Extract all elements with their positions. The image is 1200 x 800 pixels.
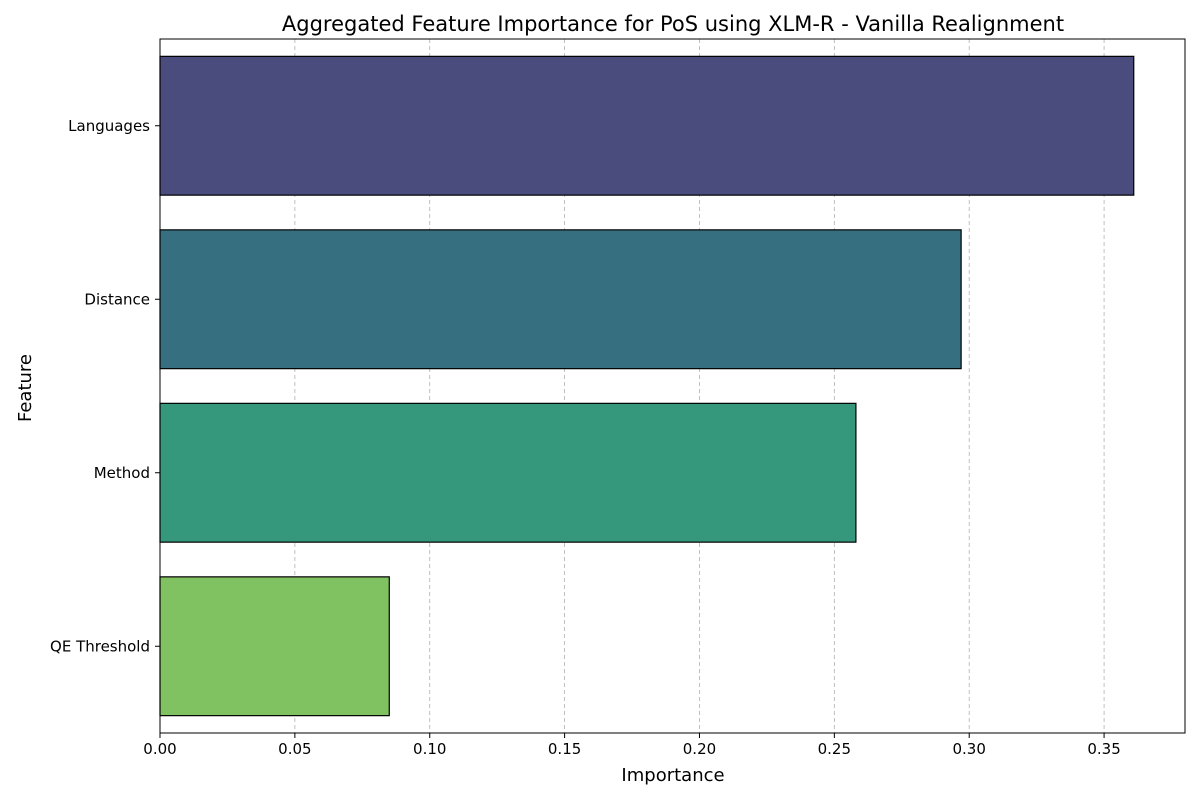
y-tick-label: QE Threshold bbox=[50, 637, 150, 655]
x-tick-label: 0.35 bbox=[1087, 740, 1120, 758]
chart-title: Aggregated Feature Importance for PoS us… bbox=[282, 12, 1064, 36]
y-axis-label: Feature bbox=[15, 354, 36, 422]
bar-qe-threshold bbox=[159, 576, 390, 717]
x-axis-ticks: 0.00 0.05 0.10 0.15 0.20 0.25 0.30 0.35 bbox=[143, 733, 1121, 758]
bar-distance bbox=[159, 229, 962, 370]
x-tick-label: 0.05 bbox=[278, 740, 311, 758]
y-tick-label: Languages bbox=[68, 117, 150, 135]
x-tick-label: 0.25 bbox=[818, 740, 851, 758]
x-tick-label: 0.20 bbox=[683, 740, 716, 758]
x-tick-label: 0.10 bbox=[413, 740, 446, 758]
x-tick-label: 0.00 bbox=[143, 740, 176, 758]
x-axis-label: Importance bbox=[621, 765, 724, 786]
bars-group bbox=[159, 55, 1135, 717]
x-tick-label: 0.15 bbox=[548, 740, 581, 758]
x-tick-label: 0.30 bbox=[953, 740, 986, 758]
bar-method bbox=[159, 402, 857, 543]
y-tick-label: Method bbox=[94, 464, 150, 482]
y-axis-ticks: Languages Distance Method QE Threshold bbox=[50, 117, 160, 655]
bar-languages bbox=[159, 55, 1135, 196]
y-tick-label: Distance bbox=[84, 290, 150, 308]
plot-frame bbox=[159, 38, 1186, 734]
